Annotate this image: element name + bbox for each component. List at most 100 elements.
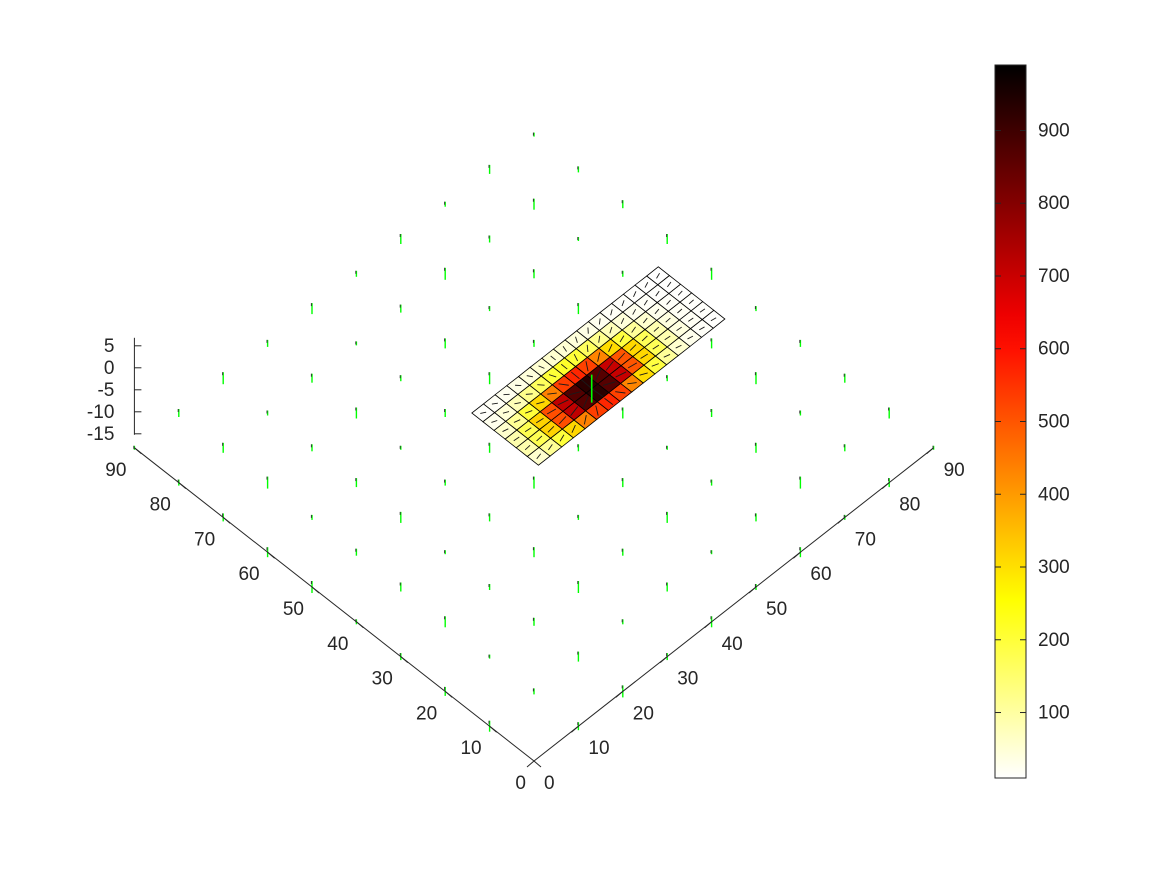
surface-arrow bbox=[524, 427, 532, 433]
z-tick-label: -15 bbox=[87, 424, 114, 445]
quiver-arrow bbox=[444, 201, 446, 207]
quiver-arrow bbox=[532, 547, 535, 558]
colorbar: 100 200 300 400 500 600 700 800 900 bbox=[994, 64, 1070, 779]
quiver-arrow bbox=[399, 445, 402, 450]
colorbar-tick-label: 200 bbox=[1038, 630, 1070, 651]
x-tick-label: 20 bbox=[416, 703, 437, 724]
quiver-arrow bbox=[399, 234, 402, 244]
surface-arrow bbox=[598, 318, 601, 325]
surface-arrow bbox=[666, 281, 672, 288]
quiver-arrow bbox=[710, 550, 713, 555]
quiver-arrow bbox=[355, 407, 358, 419]
quiver-arrow bbox=[577, 651, 580, 662]
quiver-arrow bbox=[310, 373, 313, 383]
quiver-arrow bbox=[843, 444, 846, 452]
quiver-arrow bbox=[133, 445, 136, 450]
quiver-arrow bbox=[399, 304, 402, 313]
surface-arrow bbox=[677, 290, 683, 296]
surface-arrow bbox=[548, 374, 557, 378]
quiver-arrow bbox=[532, 617, 535, 626]
axes: 0102030405060708090010203040506070809050… bbox=[87, 336, 965, 794]
surface-arrow bbox=[631, 326, 636, 333]
surface-arrow bbox=[610, 309, 613, 316]
quiver-arrow bbox=[621, 478, 624, 488]
quiver-arrow bbox=[577, 166, 580, 173]
x-tick-label: 10 bbox=[460, 738, 481, 759]
quiver-arrow bbox=[754, 513, 757, 522]
y-tick bbox=[526, 760, 535, 768]
quiver-arrow bbox=[710, 479, 713, 486]
surface-arrow bbox=[546, 408, 557, 415]
x-tick-label: 30 bbox=[372, 669, 393, 690]
surface-arrow bbox=[538, 365, 545, 369]
surface-arrow bbox=[537, 384, 545, 386]
x-tick bbox=[489, 725, 497, 733]
y-tick bbox=[837, 517, 846, 524]
surface-arrow bbox=[583, 415, 587, 425]
surface-arrow bbox=[615, 371, 627, 378]
quiver-arrow bbox=[666, 511, 668, 523]
y-tick-label: 0 bbox=[544, 773, 555, 794]
quiver-arrow bbox=[532, 198, 535, 210]
quiver-arrow bbox=[177, 409, 180, 417]
surface-arrow bbox=[629, 344, 637, 351]
quiver-arrow bbox=[444, 616, 446, 628]
quiver-arrow bbox=[666, 445, 668, 450]
surface-arrow bbox=[594, 368, 602, 382]
surface-arrow bbox=[621, 300, 625, 307]
quiver-arrow bbox=[577, 237, 580, 241]
quiver-arrow bbox=[488, 442, 491, 453]
quiver-arrow bbox=[399, 511, 402, 523]
surface-arrow bbox=[582, 395, 589, 409]
quiver-arrow bbox=[577, 444, 580, 452]
surface-arrow bbox=[605, 360, 614, 371]
quiver-arrow bbox=[843, 373, 846, 383]
quiver-arrow bbox=[666, 234, 668, 244]
surface-arrow bbox=[687, 335, 694, 340]
surface-arrow bbox=[525, 410, 533, 414]
surface-patch bbox=[471, 266, 726, 466]
y-tick-label: 30 bbox=[677, 669, 698, 690]
surface-arrow bbox=[627, 362, 638, 369]
surface-arrow bbox=[688, 299, 694, 305]
surface-arrow bbox=[664, 335, 671, 341]
surface-arrow bbox=[570, 371, 580, 380]
quiver-arrow bbox=[710, 409, 713, 417]
surface-arrow bbox=[688, 317, 694, 322]
surface-arrow bbox=[665, 317, 671, 323]
colorbar-tick-label: 600 bbox=[1038, 339, 1070, 360]
quiver-arrow bbox=[399, 582, 402, 592]
surface-arrow bbox=[642, 317, 648, 324]
z-tick-label: -5 bbox=[97, 380, 114, 401]
y-tick-label: 10 bbox=[588, 738, 609, 759]
x-tick bbox=[356, 621, 364, 629]
surface-arrow bbox=[641, 335, 648, 342]
surface-arrow bbox=[502, 411, 510, 414]
quiver-arrow bbox=[266, 339, 269, 347]
colorbar-tick-label: 100 bbox=[1038, 703, 1070, 724]
quiver-arrow bbox=[754, 372, 757, 385]
surface-arrow bbox=[656, 272, 660, 279]
y-tick bbox=[615, 691, 624, 698]
colorbar-tick-label: 400 bbox=[1038, 484, 1070, 505]
y-tick-label: 80 bbox=[899, 495, 920, 516]
surface-arrow bbox=[633, 291, 637, 297]
surface-arrow bbox=[562, 345, 567, 352]
quiver-arrow bbox=[888, 407, 890, 419]
x-tick-label: 80 bbox=[150, 495, 171, 516]
quiver-arrow bbox=[222, 442, 224, 453]
surface-arrow bbox=[536, 401, 545, 405]
surface-arrow bbox=[536, 435, 543, 442]
quiver-arrow bbox=[710, 267, 713, 280]
surface-arrow bbox=[699, 308, 706, 313]
surface-arrow bbox=[513, 436, 520, 442]
surface-arrow bbox=[526, 375, 534, 378]
quiver-arrow bbox=[444, 267, 446, 280]
quiver-arrow bbox=[355, 270, 358, 277]
surface-arrow bbox=[535, 417, 544, 424]
y-tick bbox=[793, 551, 801, 559]
z-tick-label: 0 bbox=[104, 358, 115, 379]
x-tick bbox=[444, 691, 453, 698]
quiver-arrow bbox=[666, 582, 668, 592]
quiver-arrow bbox=[754, 306, 757, 312]
